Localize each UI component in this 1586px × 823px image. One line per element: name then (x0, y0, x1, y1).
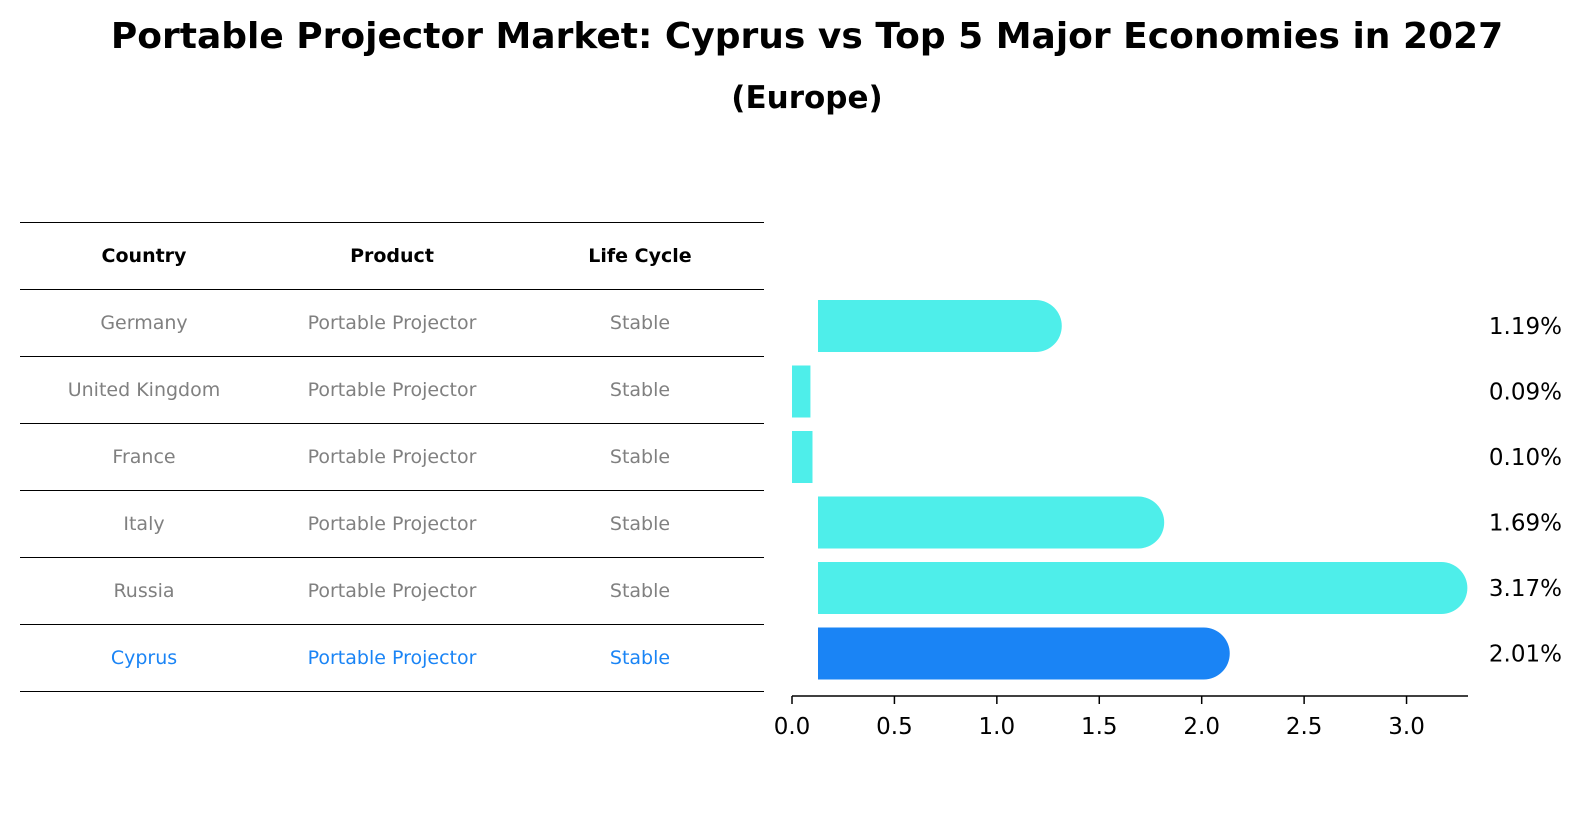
header-product: Product (350, 245, 434, 267)
x-tick-label: 1.0 (979, 714, 1016, 740)
bar-shape (818, 562, 1468, 614)
bar-germany (818, 300, 1062, 352)
table-row-highlight: Cyprus Portable Projector Stable (20, 624, 764, 692)
value-label: 1.19% (1489, 314, 1562, 340)
table-row: France Portable Projector Stable (20, 423, 764, 490)
data-table: Country Product Life Cycle Germany Porta… (20, 222, 764, 692)
bar-france (792, 431, 813, 483)
header-country: Country (101, 245, 187, 267)
cell-product: Portable Projector (307, 446, 477, 468)
cell-country: Italy (123, 513, 165, 535)
cell-life-cycle: Stable (609, 513, 671, 535)
value-label: 0.09% (1489, 380, 1562, 406)
cell-product: Portable Projector (307, 312, 477, 334)
chart-title: Portable Projector Market: Cyprus vs Top… (110, 16, 1504, 57)
cell-life-cycle: Stable (609, 379, 671, 401)
table-row: Germany Portable Projector Stable (20, 289, 764, 356)
x-tick-label: 2.5 (1286, 714, 1323, 740)
cell-product: Portable Projector (307, 580, 477, 602)
cell-product: Portable Projector (307, 513, 477, 535)
cell-life-cycle: Stable (609, 647, 671, 669)
cell-product: Portable Projector (307, 647, 477, 669)
cell-life-cycle: Stable (609, 312, 671, 334)
cell-life-cycle: Stable (609, 446, 671, 468)
cell-life-cycle: Stable (609, 580, 671, 602)
bar-united-kingdom (792, 365, 811, 418)
bar-shape (792, 365, 811, 418)
table-row: Italy Portable Projector Stable (20, 490, 764, 557)
header-life-cycle: Life Cycle (588, 245, 692, 267)
x-tick-label: 1.5 (1081, 714, 1118, 740)
cell-country: United Kingdom (67, 379, 221, 401)
table-row: Russia Portable Projector Stable (20, 557, 764, 624)
chart-subtitle: (Europe) (731, 80, 883, 116)
bar-shape (818, 300, 1062, 352)
value-label: 1.69% (1489, 511, 1562, 537)
value-label: 0.10% (1489, 445, 1562, 471)
cell-product: Portable Projector (307, 379, 477, 401)
bar-italy (818, 496, 1165, 549)
value-label: 3.17% (1489, 576, 1562, 602)
bar-shape (818, 627, 1230, 680)
x-tick-label: 3.0 (1388, 714, 1425, 740)
x-tick-label: 2.0 (1183, 714, 1220, 740)
cell-country: Germany (100, 312, 188, 334)
x-tick-label: 0.5 (876, 714, 913, 740)
bar-shape (818, 496, 1165, 549)
bar-shape (792, 431, 813, 483)
bar-cyprus (818, 627, 1230, 680)
bar-russia (818, 562, 1468, 614)
cell-country: Cyprus (110, 647, 178, 669)
value-label: 2.01% (1489, 642, 1562, 668)
cell-country: France (112, 446, 176, 468)
table-header-row: Country Product Life Cycle (20, 222, 764, 289)
table-row: United Kingdom Portable Projector Stable (20, 356, 764, 423)
x-tick-label: 0.0 (774, 714, 811, 740)
cell-country: Russia (113, 580, 175, 602)
